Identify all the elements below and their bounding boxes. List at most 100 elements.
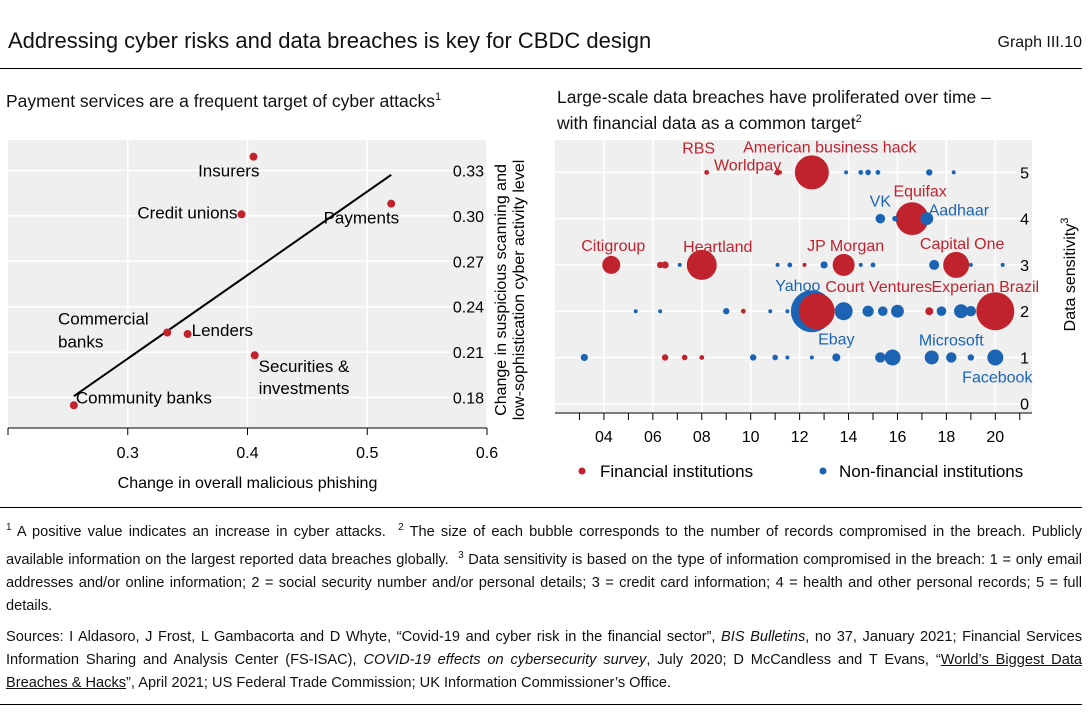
left-subtitle: Payment services are a frequent target o… xyxy=(6,86,441,112)
breach-bubble xyxy=(968,262,973,267)
left-subtitle-note: 1 xyxy=(434,91,442,103)
breach-label: JP Morgan xyxy=(807,238,884,255)
breach-bubble xyxy=(681,354,688,361)
scatter-point xyxy=(183,330,192,339)
breach-bubble xyxy=(892,215,898,222)
breach-bubble-labeled xyxy=(946,352,957,363)
footnote-1: A positive value indicates an increase i… xyxy=(11,523,386,540)
right-subtitle-note: 2 xyxy=(855,113,862,125)
breach-bubble xyxy=(858,169,864,175)
breach-bubble xyxy=(775,262,780,267)
y-axis-title-line1: Change in suspicious scanning and xyxy=(493,164,510,416)
point-label: investments xyxy=(259,379,350,398)
x-tick-label: 08 xyxy=(693,429,711,446)
breach-label: Worldpay xyxy=(714,157,781,174)
breach-bubble xyxy=(749,354,757,361)
y-tick-label: 2 xyxy=(1020,304,1029,321)
breach-label: RBS xyxy=(682,140,715,157)
y-axis-title: Change in suspicious scanning andlow-sop… xyxy=(493,160,528,421)
breach-label: Microsoft xyxy=(919,332,984,349)
footnote-2-mark: 2 xyxy=(398,522,404,533)
y-axis-title-note: 3 xyxy=(1059,218,1071,224)
breach-bubble-labeled xyxy=(704,169,710,175)
y-tick-label: 0.33 xyxy=(453,163,484,180)
point-label: Credit unions xyxy=(137,203,237,222)
x-tick-label: 0.5 xyxy=(356,445,378,462)
breach-bubble-labeled xyxy=(602,255,621,274)
breach-bubble xyxy=(936,306,947,317)
sources-link[interactable]: World’s Biggest Data Breaches & Hacks xyxy=(6,652,1083,691)
x-tick-label: 20 xyxy=(986,429,1004,446)
breach-bubble xyxy=(891,304,904,318)
breach-bubble xyxy=(1000,262,1005,267)
x-tick-label: 0.4 xyxy=(236,445,258,462)
x-tick-label: 18 xyxy=(937,429,955,446)
sources: Sources: I Aldasoro, J Frost, L Gambacor… xyxy=(6,626,1082,695)
scanning-vs-phishing-chart: 0.18 0.21 0.24 0.27 0.30 0.33 0.3 0.4 0.5 0.6 Chan… xyxy=(7,140,528,492)
breach-bubble xyxy=(809,355,814,360)
breach-label: Aadhaar xyxy=(929,203,990,220)
x-tick-label: 10 xyxy=(742,429,760,446)
footnote-2: The size of each bubble corresponds to t… xyxy=(6,523,1083,568)
breach-bubble xyxy=(926,169,933,176)
breach-bubble xyxy=(723,308,730,315)
scatter-point xyxy=(250,351,259,360)
sources-publication-1: BIS Bulletins xyxy=(721,629,806,645)
breach-label: Ebay xyxy=(818,331,854,348)
x-tick-label: 12 xyxy=(791,429,809,446)
scatter-point xyxy=(237,210,246,219)
point-label: banks xyxy=(58,333,103,352)
breach-bubble xyxy=(834,302,853,321)
right-subtitle-line1: Large-scale data breaches have prolifera… xyxy=(557,87,991,107)
footnote-3: Data sensitivity is based on the type of… xyxy=(6,551,1083,614)
breach-bubble xyxy=(884,349,901,366)
breach-label: Capital One xyxy=(920,236,1005,253)
y-axis-title: Data sensitivity3 xyxy=(1059,218,1079,332)
breach-bubble-labeled xyxy=(987,349,1004,366)
right-subtitle: Large-scale data breaches have prolifera… xyxy=(557,86,991,134)
x-tick-label: 04 xyxy=(595,429,613,446)
y-tick-label: 0 xyxy=(1020,397,1029,414)
breach-label: Equifax xyxy=(893,184,946,201)
graph-title: Addressing cyber risks and data breaches… xyxy=(8,28,652,53)
breach-bubble-labeled xyxy=(976,292,1015,331)
x-tick-label: 14 xyxy=(840,429,858,446)
breach-bubble xyxy=(787,262,793,268)
graph-number: Graph III.10 xyxy=(997,34,1083,51)
legend-label-financial: Financial institutions xyxy=(600,462,753,481)
legend-marker-financial xyxy=(578,467,586,475)
breach-bubble xyxy=(858,262,863,267)
right-subtitle-line2: with financial data as a common target xyxy=(557,112,856,133)
point-label: Community banks xyxy=(76,388,212,407)
y-tick-label: 1 xyxy=(1020,350,1029,367)
legend-marker-non-financial xyxy=(819,467,827,475)
breach-bubble-labeled xyxy=(794,155,829,190)
y-tick-label: 0.18 xyxy=(453,391,484,408)
y-axis-title-text: Data sensitivity xyxy=(1062,224,1079,332)
breach-bubble xyxy=(772,354,778,361)
breach-bubble xyxy=(877,306,888,317)
breach-bubble-labeled xyxy=(832,353,841,362)
breach-bubble-labeled xyxy=(686,249,717,280)
breach-label: Heartland xyxy=(683,239,752,256)
scatter-point xyxy=(387,199,396,208)
breach-bubble xyxy=(580,353,588,362)
scatter-point xyxy=(249,152,258,161)
breach-bubble-labeled xyxy=(895,202,929,236)
sources-text-4: ”, April 2021; US Federal Trade Commissi… xyxy=(126,675,672,691)
y-tick-label: 3 xyxy=(1020,258,1029,275)
y-tick-label: 0.30 xyxy=(453,209,484,226)
point-label: Insurers xyxy=(198,162,259,181)
breach-bubble-labeled xyxy=(832,253,855,276)
breach-bubble-labeled xyxy=(875,213,886,224)
footnote-1-mark: 1 xyxy=(6,522,12,533)
breach-bubble xyxy=(954,304,969,319)
x-tick-label: 16 xyxy=(889,429,907,446)
x-tick-label: 0.3 xyxy=(117,445,139,462)
breach-bubble xyxy=(785,355,790,360)
breach-bubble xyxy=(802,262,807,267)
breach-bubble xyxy=(699,355,705,360)
breach-bubble xyxy=(633,309,638,314)
breach-bubble xyxy=(778,170,783,175)
